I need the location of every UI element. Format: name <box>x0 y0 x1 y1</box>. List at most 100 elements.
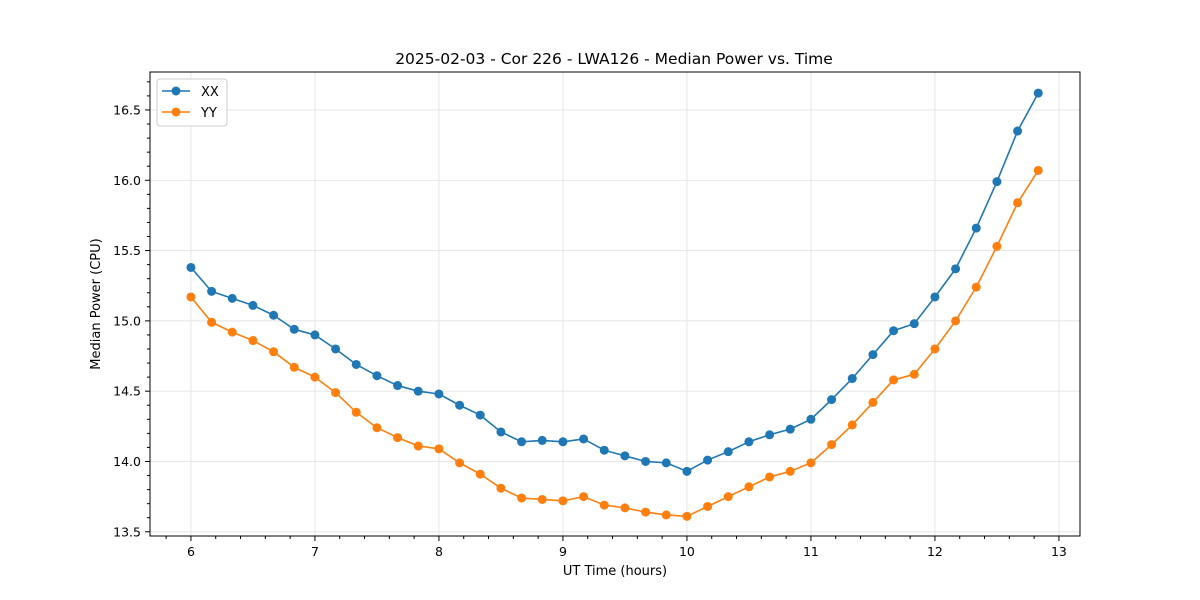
data-point-xx <box>207 286 217 296</box>
data-point-xx <box>827 395 837 405</box>
y-tick-label: 15.0 <box>113 313 141 328</box>
x-tick-label: 6 <box>187 544 195 559</box>
data-point-yy <box>393 433 403 443</box>
data-point-xx <box>434 389 444 399</box>
data-point-xx <box>579 434 589 444</box>
data-point-yy <box>372 423 382 433</box>
data-point-yy <box>1033 165 1043 175</box>
data-point-xx <box>930 292 940 302</box>
x-tick-label: 10 <box>679 544 695 559</box>
data-point-yy <box>868 397 878 407</box>
x-tick-label: 7 <box>311 544 319 559</box>
y-tick-label: 15.5 <box>113 243 141 258</box>
data-point-xx <box>868 350 878 360</box>
data-point-yy <box>207 317 217 327</box>
data-point-yy <box>785 466 795 476</box>
data-point-yy <box>537 494 547 504</box>
data-point-xx <box>847 374 857 384</box>
data-point-xx <box>1013 126 1023 136</box>
data-point-xx <box>455 400 465 410</box>
series-layer <box>186 88 1043 521</box>
data-point-yy <box>434 444 444 454</box>
y-tick-label: 14.0 <box>113 454 141 469</box>
tick-layer: 6 7 8 9 10 11 12 13 13.5 14.0 14.5 15.0 15.5 16.0 16.5 <box>113 81 1067 559</box>
data-point-yy <box>351 407 361 417</box>
data-point-xx <box>599 445 609 455</box>
data-point-xx <box>310 330 320 340</box>
data-point-xx <box>269 310 279 320</box>
data-point-yy <box>496 483 506 493</box>
legend-marker-yy <box>171 107 181 117</box>
x-tick-label: 12 <box>927 544 943 559</box>
x-tick-label: 11 <box>803 544 819 559</box>
data-point-yy <box>971 282 981 292</box>
data-point-xx <box>331 344 341 354</box>
data-point-xx <box>703 455 713 465</box>
data-point-xx <box>289 324 299 334</box>
data-point-xx <box>393 381 403 391</box>
data-point-xx <box>909 319 919 329</box>
data-point-xx <box>785 424 795 434</box>
data-point-yy <box>289 362 299 372</box>
data-point-yy <box>227 327 237 337</box>
legend-marker-xx <box>171 86 181 96</box>
y-axis-label: Median Power (CPU) <box>89 238 104 369</box>
data-point-xx <box>1033 88 1043 98</box>
legend: XX YY <box>156 78 228 127</box>
data-point-yy <box>744 482 754 492</box>
y-tick-label: 16.5 <box>113 102 141 117</box>
data-point-xx <box>806 414 816 424</box>
data-point-xx <box>186 262 196 272</box>
data-point-yy <box>331 388 341 398</box>
data-point-xx <box>971 223 981 233</box>
y-tick-label: 16.0 <box>113 173 141 188</box>
chart-title: 2025-02-03 - Cor 226 - LWA126 - Median P… <box>395 50 833 68</box>
data-point-xx <box>620 451 630 461</box>
data-point-yy <box>951 316 961 326</box>
data-point-yy <box>620 503 630 513</box>
data-point-yy <box>517 493 527 503</box>
data-point-xx <box>992 177 1002 187</box>
data-point-xx <box>661 458 671 468</box>
data-point-yy <box>1013 198 1023 208</box>
data-point-yy <box>992 241 1002 251</box>
data-point-xx <box>351 359 361 369</box>
data-point-xx <box>475 410 485 420</box>
data-point-yy <box>186 292 196 302</box>
data-point-yy <box>723 492 733 502</box>
data-point-yy <box>827 440 837 450</box>
data-point-yy <box>269 347 279 357</box>
y-tick-label: 13.5 <box>113 524 141 539</box>
x-tick-label: 8 <box>435 544 443 559</box>
axes-frame <box>149 71 1081 537</box>
x-tick-label: 9 <box>559 544 567 559</box>
data-point-xx <box>496 427 506 437</box>
data-point-yy <box>909 369 919 379</box>
grid-layer <box>150 72 1080 536</box>
data-point-yy <box>579 492 589 502</box>
y-tick-label: 14.5 <box>113 384 141 399</box>
legend-label-xx: XX <box>201 85 219 100</box>
legend-label-yy: YY <box>200 106 217 121</box>
data-point-xx <box>889 326 899 336</box>
data-point-yy <box>558 496 568 506</box>
data-point-yy <box>661 510 671 520</box>
data-point-xx <box>537 435 547 445</box>
data-point-xx <box>744 437 754 447</box>
data-point-yy <box>641 507 651 517</box>
data-point-yy <box>889 375 899 385</box>
data-point-yy <box>599 500 609 510</box>
data-point-xx <box>558 437 568 447</box>
x-tick-label: 13 <box>1051 544 1067 559</box>
data-point-yy <box>847 420 857 430</box>
data-point-yy <box>248 336 258 346</box>
data-point-yy <box>475 469 485 479</box>
data-point-xx <box>723 447 733 457</box>
data-point-xx <box>682 466 692 476</box>
data-point-yy <box>413 441 423 451</box>
data-point-xx <box>413 386 423 396</box>
data-point-xx <box>765 430 775 440</box>
data-point-yy <box>455 458 465 468</box>
data-point-yy <box>310 372 320 382</box>
data-point-yy <box>806 458 816 468</box>
